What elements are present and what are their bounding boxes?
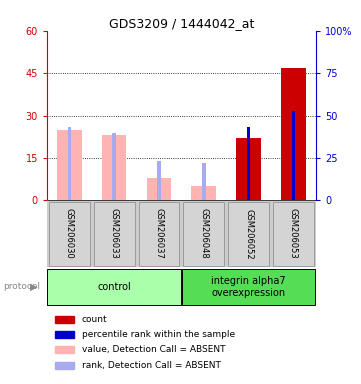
Bar xyxy=(55,362,74,369)
Bar xyxy=(157,161,161,200)
Bar xyxy=(112,132,116,200)
Bar xyxy=(236,138,261,200)
Bar xyxy=(94,202,135,266)
Text: count: count xyxy=(82,314,108,324)
Bar xyxy=(183,202,224,266)
Text: GSM206052: GSM206052 xyxy=(244,209,253,259)
Bar xyxy=(139,202,179,266)
Bar xyxy=(57,130,82,200)
Text: control: control xyxy=(97,282,131,292)
Text: GSM206053: GSM206053 xyxy=(289,209,298,259)
Bar xyxy=(102,136,126,200)
Bar xyxy=(182,269,316,305)
Bar xyxy=(49,202,90,266)
Bar xyxy=(292,111,295,200)
Bar xyxy=(55,316,74,323)
Text: percentile rank within the sample: percentile rank within the sample xyxy=(82,330,235,339)
Bar xyxy=(55,331,74,338)
Bar xyxy=(147,178,171,200)
Bar xyxy=(191,186,216,200)
Text: integrin alpha7
overexpression: integrin alpha7 overexpression xyxy=(211,276,286,298)
Bar xyxy=(228,202,269,266)
Bar xyxy=(281,68,306,200)
Text: GSM206033: GSM206033 xyxy=(110,209,119,259)
Text: GSM206037: GSM206037 xyxy=(155,209,164,259)
Title: GDS3209 / 1444042_at: GDS3209 / 1444042_at xyxy=(109,17,254,30)
Text: protocol: protocol xyxy=(4,282,40,291)
Text: rank, Detection Call = ABSENT: rank, Detection Call = ABSENT xyxy=(82,361,221,370)
Text: ▶: ▶ xyxy=(30,282,38,292)
Bar xyxy=(55,346,74,353)
Bar xyxy=(273,202,314,266)
Text: value, Detection Call = ABSENT: value, Detection Call = ABSENT xyxy=(82,345,225,354)
Bar xyxy=(68,127,71,200)
Text: GSM206048: GSM206048 xyxy=(199,209,208,259)
Bar xyxy=(47,269,181,305)
Bar xyxy=(247,127,251,200)
Text: GSM206030: GSM206030 xyxy=(65,209,74,259)
Bar xyxy=(202,163,206,200)
